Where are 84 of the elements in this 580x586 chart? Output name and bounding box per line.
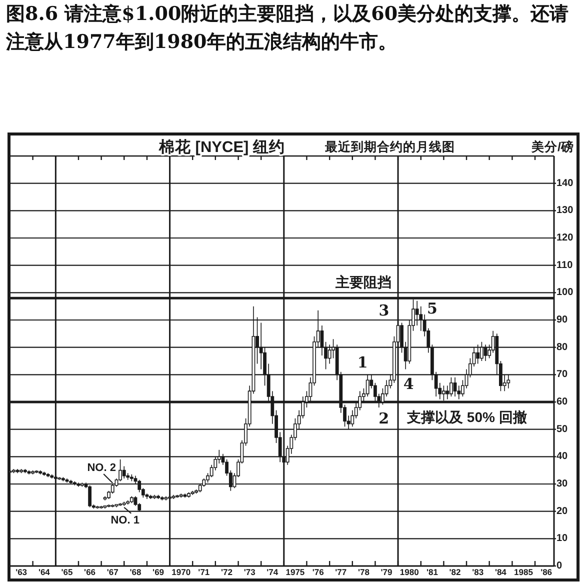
- candlestick: [122, 501, 126, 506]
- x-tick-label: '84: [494, 567, 507, 577]
- y-tick-label: 20: [556, 506, 568, 517]
- y-tick-label: 90: [556, 314, 568, 326]
- x-tick-label: '73: [244, 567, 256, 577]
- x-tick-label: '86: [540, 567, 552, 577]
- candlestick: [179, 493, 183, 498]
- candlestick: [126, 500, 130, 505]
- x-tick-label: '69: [152, 567, 164, 577]
- candlestick: [156, 494, 160, 500]
- x-tick-label: '64: [38, 567, 50, 577]
- candlestick: [450, 377, 453, 397]
- candlestick: [183, 493, 187, 498]
- candlestick: [42, 471, 46, 476]
- x-tick-label: '66: [84, 567, 96, 577]
- x-tick-label: '82: [449, 567, 462, 577]
- x-tick-label: '76: [312, 567, 324, 577]
- x-tick-label: 1975: [286, 567, 305, 577]
- y-tick-label: 10: [556, 533, 568, 544]
- y-axis-title: 美分/磅: [530, 139, 574, 154]
- annotation: 5: [427, 300, 438, 318]
- x-tick-label: '67: [106, 567, 119, 577]
- candlestick: [61, 476, 65, 482]
- candlestick: [46, 472, 50, 478]
- candlestick: [38, 470, 42, 475]
- ref-line-label: 支撑以及 50% 回撤: [406, 409, 527, 425]
- y-tick-label: 110: [556, 260, 574, 271]
- y-tick-label: 60: [556, 396, 568, 408]
- y-tick-label: 40: [556, 451, 568, 462]
- candlestick: [118, 502, 122, 506]
- y-tick-label: 30: [556, 478, 568, 490]
- candlestick: [130, 474, 134, 482]
- x-tick-label: 1980: [400, 567, 420, 577]
- annotation: 3: [378, 301, 390, 320]
- y-tick-label: 80: [556, 342, 568, 353]
- y-tick-label: 100: [556, 287, 574, 298]
- candlestick: [453, 377, 457, 397]
- y-tick-label: 120: [556, 232, 574, 244]
- candlestick: [103, 505, 107, 509]
- x-tick-label: '78: [358, 567, 370, 577]
- candlestick: [100, 505, 103, 509]
- candlestick: [148, 494, 152, 500]
- x-tick-label: 1970: [172, 567, 191, 577]
- ref-line-label: 主要阻挡: [334, 274, 392, 290]
- y-tick-label: 50: [556, 424, 568, 435]
- candlestick: [152, 494, 156, 500]
- series-label: NO. 2: [87, 462, 116, 474]
- candlestick: [16, 468, 20, 474]
- candlestick: [27, 470, 31, 475]
- x-tick-label: '63: [16, 567, 28, 577]
- candlestick: [23, 468, 27, 474]
- candlestick: [110, 504, 114, 508]
- candlestick: [160, 496, 164, 501]
- y-tick-label: 70: [556, 369, 568, 380]
- y-tick-label: 0: [556, 560, 562, 572]
- annotation: 1: [357, 354, 368, 372]
- candlestick: [31, 470, 35, 475]
- chart-title: 棉花 [NYCE] 纽约: [158, 138, 285, 156]
- candlestick: [176, 494, 179, 498]
- y-tick-label: 140: [556, 178, 574, 189]
- x-tick-label: '65: [61, 567, 73, 577]
- x-tick-label: '72: [221, 567, 233, 577]
- x-tick-label: '77: [335, 567, 347, 577]
- x-tick-label: '71: [198, 567, 210, 577]
- annotation: 4: [403, 375, 414, 394]
- y-tick-label: 130: [556, 205, 574, 216]
- x-tick-label: '81: [426, 567, 438, 577]
- candlestick: [114, 504, 118, 508]
- x-tick-label: '68: [130, 567, 142, 577]
- candlestick: [34, 470, 38, 474]
- x-tick-label: '79: [380, 567, 393, 577]
- candlestick: [190, 490, 194, 496]
- caption: 图8.6 请注意$1.00附近的主要阻挡，以及60美分处的支撑。还请注意从1977年到1980年的五浪结构的牛市。: [6, 3, 569, 53]
- candlestick: [187, 492, 190, 498]
- candlestick: [20, 468, 24, 474]
- candlestick: [130, 496, 134, 504]
- x-tick-label: '74: [266, 567, 278, 577]
- x-tick-label: '83: [472, 567, 484, 577]
- annotation: 2: [378, 409, 390, 428]
- candlestick: [107, 504, 110, 508]
- chart-subtitle: 最近到期合约的月线图: [324, 139, 455, 154]
- x-tick-label: 1985: [514, 567, 534, 577]
- candlestick: [12, 468, 16, 474]
- legend-label: NO. 1: [110, 514, 140, 526]
